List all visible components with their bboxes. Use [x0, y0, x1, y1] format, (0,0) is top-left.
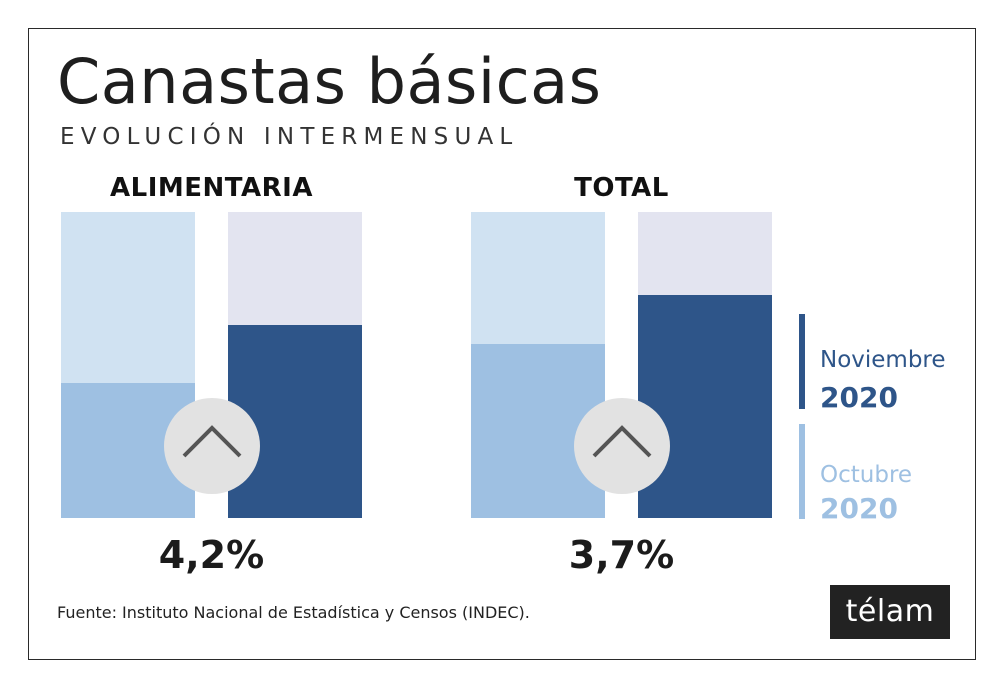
legend-swatch-octubre — [799, 424, 805, 519]
chart-frame — [28, 28, 976, 660]
legend-label-octubre: Octubre — [820, 462, 913, 488]
chevron-up-icon — [182, 425, 242, 458]
chart-title-total: TOTAL — [574, 173, 669, 203]
page-title: Canastas básicas — [57, 45, 602, 118]
increase-badge-total — [574, 398, 670, 494]
chevron-up-icon — [592, 425, 652, 458]
change-label-alimentaria: 4,2% — [158, 533, 265, 577]
chart-title-alimentaria: ALIMENTARIA — [110, 173, 313, 203]
legend-swatch-noviembre — [799, 314, 805, 409]
telam-logo-text: télam — [845, 594, 935, 629]
bar-noviembre-1 — [638, 295, 772, 518]
telam-logo: télam — [830, 585, 950, 639]
legend-label-noviembre: Noviembre — [820, 347, 946, 373]
legend-year-noviembre: 2020 — [820, 381, 898, 414]
source-note: Fuente: Instituto Nacional de Estadístic… — [57, 603, 530, 622]
change-label-total: 3,7% — [568, 533, 675, 577]
page-subtitle: EVOLUCIÓN INTERMENSUAL — [60, 124, 519, 150]
legend-year-octubre: 2020 — [820, 492, 898, 525]
increase-badge-alimentaria — [164, 398, 260, 494]
